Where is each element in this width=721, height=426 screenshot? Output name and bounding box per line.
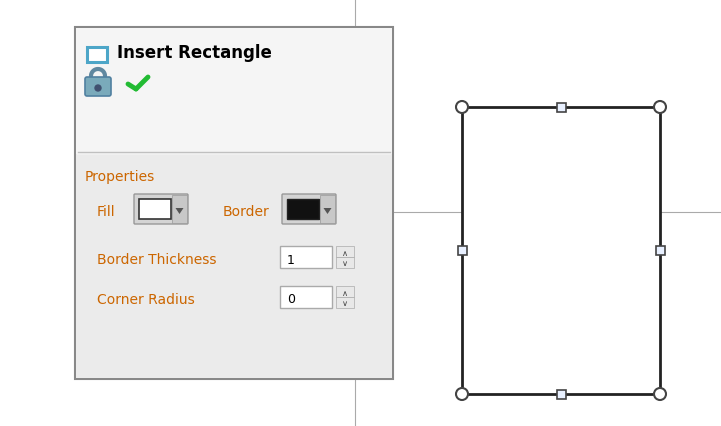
Bar bbox=[458, 246, 466, 256]
Circle shape bbox=[654, 102, 666, 114]
Bar bbox=[557, 103, 565, 112]
Text: ∨: ∨ bbox=[342, 299, 348, 308]
Circle shape bbox=[95, 86, 101, 92]
Text: Fill: Fill bbox=[97, 204, 115, 219]
Text: 1: 1 bbox=[287, 253, 295, 266]
Bar bbox=[280, 286, 332, 308]
Text: Corner Radius: Corner Radius bbox=[97, 292, 195, 306]
Circle shape bbox=[456, 102, 468, 114]
FancyBboxPatch shape bbox=[134, 195, 188, 225]
Text: Border Thickness: Border Thickness bbox=[97, 253, 216, 266]
FancyBboxPatch shape bbox=[85, 78, 111, 97]
Bar bbox=[336, 297, 354, 308]
Polygon shape bbox=[175, 208, 184, 215]
Bar bbox=[336, 286, 354, 297]
Bar bbox=[87, 48, 107, 63]
FancyBboxPatch shape bbox=[282, 195, 336, 225]
Bar bbox=[462, 108, 660, 394]
Polygon shape bbox=[324, 208, 332, 215]
Text: ∨: ∨ bbox=[342, 259, 348, 268]
Bar bbox=[76, 29, 392, 155]
Text: Insert Rectangle: Insert Rectangle bbox=[117, 44, 272, 62]
Bar bbox=[139, 199, 171, 219]
Text: Properties: Properties bbox=[85, 170, 155, 184]
Text: 0: 0 bbox=[287, 293, 295, 306]
Text: ∧: ∧ bbox=[342, 249, 348, 258]
Bar bbox=[287, 199, 319, 219]
Bar bbox=[172, 196, 187, 224]
Bar bbox=[557, 390, 565, 399]
Text: ∧: ∧ bbox=[342, 289, 348, 298]
Bar bbox=[336, 257, 354, 268]
Circle shape bbox=[654, 388, 666, 400]
Bar bbox=[76, 155, 392, 378]
Circle shape bbox=[456, 388, 468, 400]
Text: Border: Border bbox=[223, 204, 270, 219]
Bar bbox=[336, 246, 354, 257]
FancyBboxPatch shape bbox=[75, 28, 393, 379]
Bar bbox=[320, 196, 335, 224]
Bar bbox=[655, 246, 665, 256]
Bar bbox=[280, 246, 332, 268]
